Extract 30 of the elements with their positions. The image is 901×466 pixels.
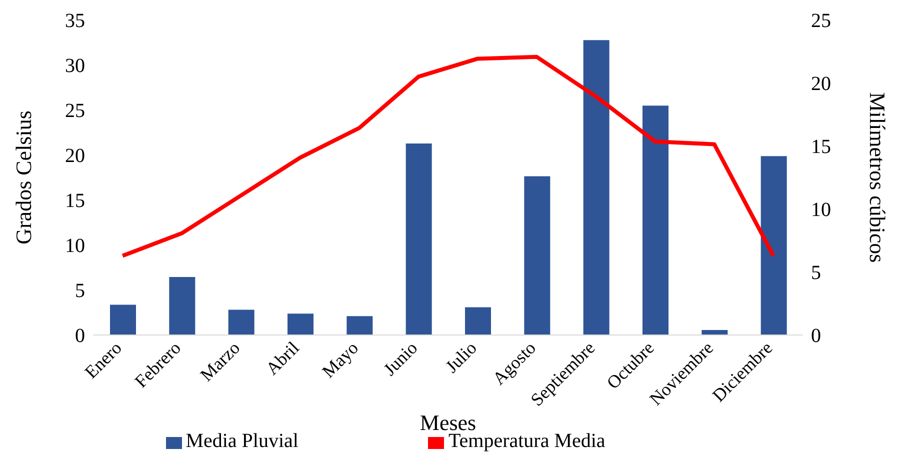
bar (760, 156, 787, 335)
y-tick-label: 25 (65, 100, 85, 122)
y-tick-label: 35 (65, 10, 85, 32)
bar (228, 310, 254, 335)
y-tick-label: 20 (65, 145, 85, 168)
y2-tick-label: 25 (811, 10, 831, 32)
y2-tick-label: 10 (811, 199, 831, 222)
y-axis-title: Grados Celsius (10, 110, 36, 244)
bar (465, 307, 491, 335)
bar (169, 277, 196, 335)
y-tick-label: 10 (65, 235, 85, 258)
x-tick-label: Julio (442, 338, 480, 377)
legend-label: Media Pluvial (186, 430, 298, 452)
bar (110, 304, 136, 335)
bar (288, 314, 314, 335)
bar (524, 176, 550, 335)
y-tick-label: 30 (65, 55, 85, 78)
bar (642, 106, 668, 335)
bar (406, 143, 432, 335)
y2-tick-label: 5 (811, 262, 821, 284)
y-tick-label: 0 (75, 325, 85, 348)
y-tick-label: 15 (65, 190, 85, 212)
y-tick-label: 5 (75, 280, 85, 302)
y2-axis-title: Milímetros cúbicos (865, 92, 890, 263)
y2-tick-label: 20 (811, 73, 831, 96)
y2-tick-label: 0 (811, 325, 821, 348)
bar (346, 316, 373, 335)
line-series (120, 54, 776, 258)
y2-tick-label: 15 (811, 136, 831, 158)
bar (583, 40, 610, 335)
